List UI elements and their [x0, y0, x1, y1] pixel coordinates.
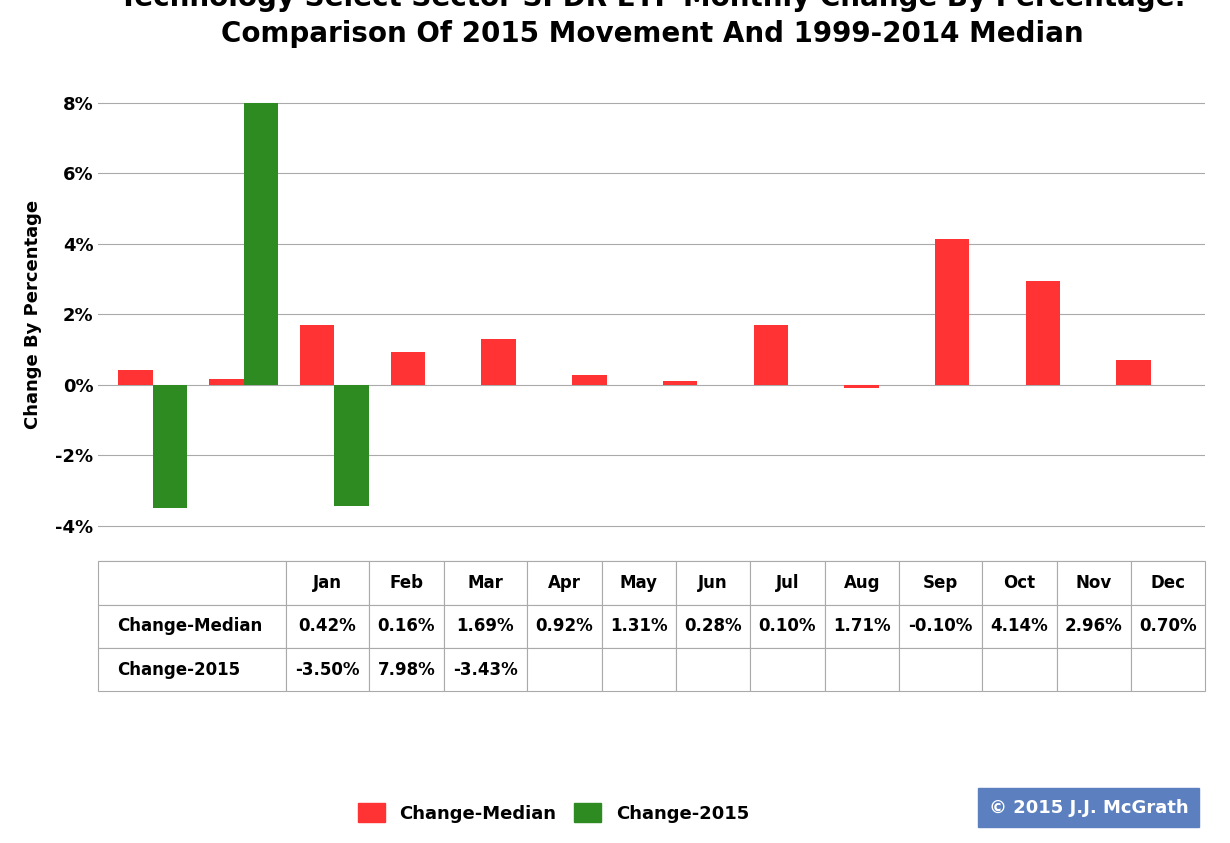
- Bar: [244, 104, 278, 385]
- Bar: [1117, 360, 1151, 385]
- Y-axis label: Change By Percentage: Change By Percentage: [23, 200, 42, 429]
- Text: © 2015 J.J. McGrath: © 2015 J.J. McGrath: [989, 798, 1188, 817]
- Bar: [335, 385, 369, 506]
- Bar: [391, 352, 426, 385]
- Bar: [300, 325, 335, 385]
- Bar: [844, 385, 878, 389]
- Bar: [1026, 281, 1060, 385]
- Bar: [663, 381, 697, 385]
- Bar: [754, 325, 788, 385]
- Legend: Change-Median, Change-2015: Change-Median, Change-2015: [351, 796, 756, 830]
- Bar: [153, 385, 187, 508]
- Bar: [935, 239, 969, 385]
- Bar: [209, 379, 244, 385]
- Bar: [118, 370, 153, 385]
- Bar: [481, 339, 515, 385]
- Bar: [572, 375, 606, 385]
- Title: Technology Select Sector SPDR ETF Monthly Change By Percentage:
Comparison Of 20: Technology Select Sector SPDR ETF Monthl…: [118, 0, 1186, 48]
